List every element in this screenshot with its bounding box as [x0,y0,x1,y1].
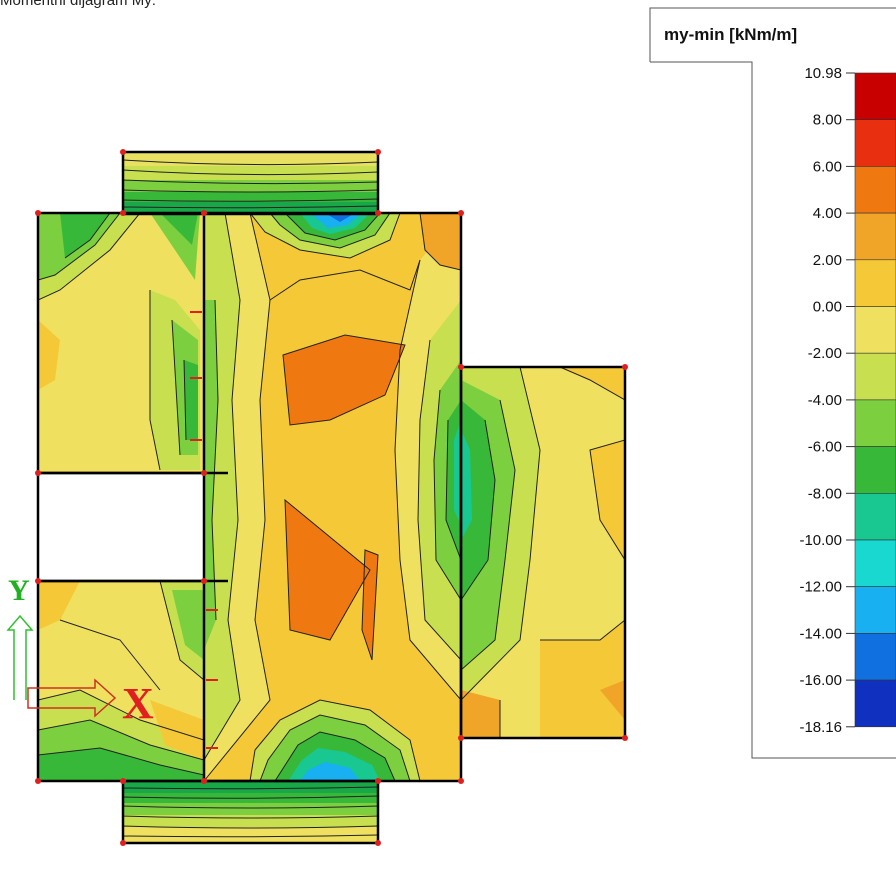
legend-swatch [854,399,896,447]
legend-tick-label: -12.00 [799,579,842,596]
legend-tick-label: 0.00 [813,299,842,316]
x-axis-label: X [122,679,154,728]
legend-swatch [854,166,896,214]
legend-tick-label: -6.00 [808,439,842,456]
legend-tick-label: -4.00 [808,392,842,409]
diagram-caption: Momenthi dijagram My: [0,0,156,9]
legend-swatch [854,259,896,307]
legend-swatch [854,72,896,121]
legend-swatch [854,586,896,634]
legend-tick-label: 8.00 [813,112,842,129]
legend-swatch [854,633,896,681]
legend-swatch [854,212,896,261]
legend-swatch [854,306,896,354]
legend-swatch [854,492,896,541]
legend-swatch [854,352,896,401]
y-axis-label: Y [8,574,30,607]
support-ticks [190,311,218,749]
top-plate [123,152,378,214]
legend-tick-label: -10.00 [799,532,842,549]
legend-swatch [854,679,896,728]
axis-arrows: Y X [6,574,154,728]
legend-tick-label: 6.00 [813,158,842,175]
bottom-plate [123,781,378,843]
legend-swatch [854,539,896,588]
legend-tick-label: -14.00 [799,625,842,642]
node-markers [35,149,628,846]
legend-swatch [854,119,896,167]
legend-tick-label: 4.00 [813,205,842,222]
legend-tick-label: -16.00 [799,672,842,689]
legend-tick-label: 10.98 [804,65,842,82]
legend: my-min [kNm/m] 10.98 8.00 6.00 4.00 2.00 0.00… [649,7,896,759]
opening [40,475,202,579]
legend-tick-label: -18.16 [799,719,842,736]
center-plate [204,213,461,781]
legend-title: my-min [kNm/m] [664,25,797,44]
legend-tick-label: -2.00 [808,345,842,362]
legend-tick-label: 2.00 [813,252,842,269]
legend-swatch [854,446,896,494]
legend-tick-label: -8.00 [808,485,842,502]
right-plate [461,367,625,738]
